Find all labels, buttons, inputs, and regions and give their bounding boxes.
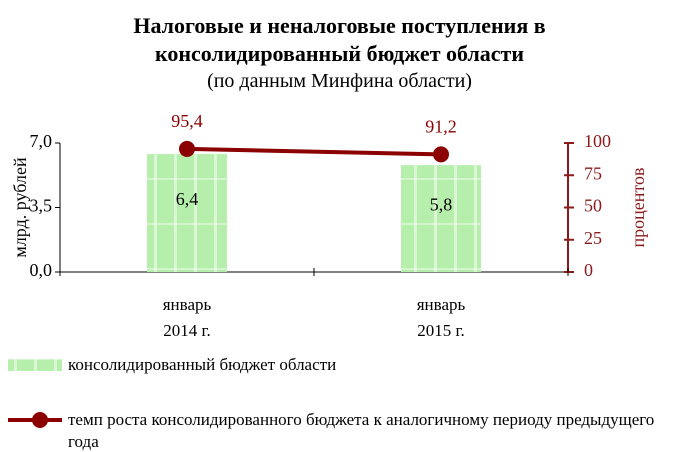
- y-tick-label: 3,5: [30, 196, 53, 216]
- legend-label: консолидированный бюджет области: [68, 355, 337, 374]
- y2-tick-label: 100: [584, 131, 611, 151]
- y-tick-label: 7,0: [30, 131, 53, 151]
- bar: [401, 165, 481, 272]
- y-axis-label: млрд. рублей: [10, 157, 30, 258]
- x-tick-label: январь 2014 г.: [162, 295, 212, 340]
- bar-value-label: 6,4: [176, 189, 199, 209]
- y2-axis-label: процентов: [628, 167, 648, 247]
- legend-swatch: [8, 359, 62, 371]
- y2-tick-label: 75: [584, 163, 602, 183]
- bar-value-label: 5,8: [430, 195, 453, 215]
- line-point: [179, 140, 195, 157]
- chart-title: Налоговые и неналоговые поступления в ко…: [133, 13, 546, 66]
- line-value-label: 95,4: [171, 111, 203, 131]
- legend-swatch-point: [32, 412, 48, 428]
- y-tick-label: 0,0: [30, 260, 53, 280]
- line-point: [433, 146, 449, 163]
- y2-tick-label: 50: [584, 196, 602, 216]
- legend-label: темп роста консолидированного бюджета к …: [68, 410, 655, 451]
- chart-subtitle: (по данным Минфина области): [207, 70, 472, 92]
- line-value-label: 91,2: [425, 116, 457, 136]
- y2-tick-label: 25: [584, 228, 602, 248]
- y2-tick-label: 0: [584, 260, 593, 280]
- bar: [147, 154, 227, 272]
- x-tick-label: январь 2015 г.: [416, 295, 466, 340]
- line: [186, 146, 442, 157]
